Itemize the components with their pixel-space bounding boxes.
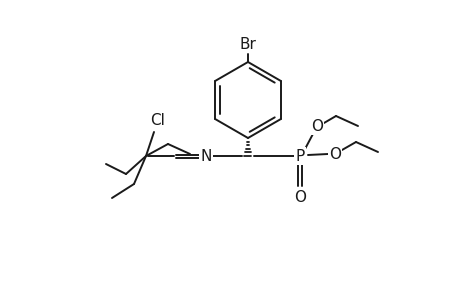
Text: Br: Br xyxy=(239,37,256,52)
Text: Cl: Cl xyxy=(150,112,165,128)
Text: O: O xyxy=(328,146,340,161)
Text: O: O xyxy=(310,118,322,134)
Text: N: N xyxy=(200,148,211,164)
Text: O: O xyxy=(293,190,305,205)
Text: P: P xyxy=(295,148,304,164)
